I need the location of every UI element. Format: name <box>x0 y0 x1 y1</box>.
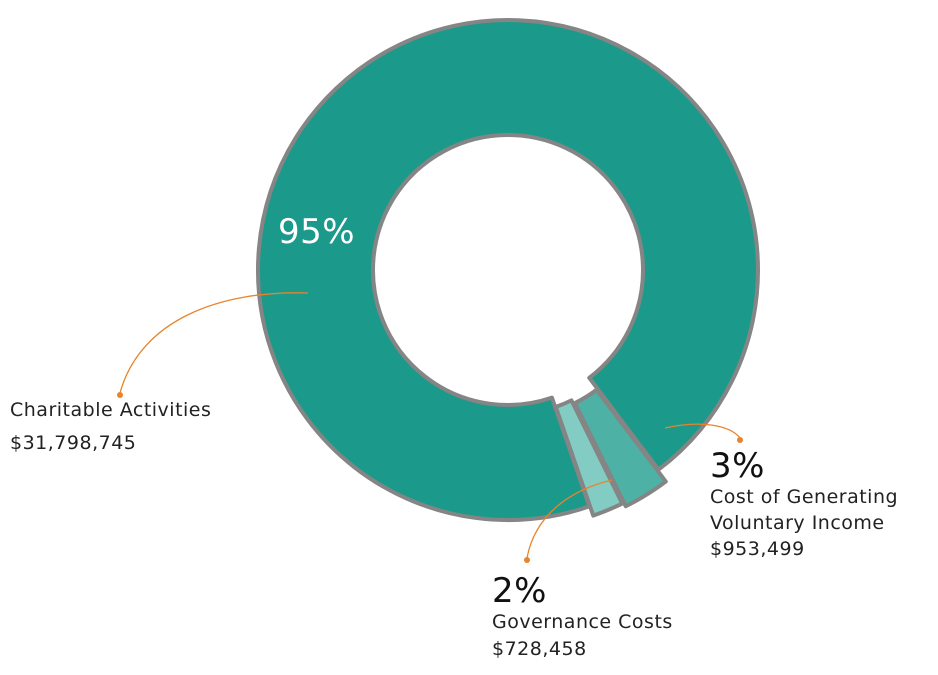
percent-label: 95% <box>278 212 356 252</box>
amount-label: $31,798,745 <box>10 432 137 454</box>
leader-dot <box>117 392 123 398</box>
amount-label: $953,499 <box>710 538 805 560</box>
category-label: Charitable Activities <box>10 399 212 421</box>
category-label: Governance Costs <box>492 611 673 633</box>
leader-line <box>664 423 741 439</box>
percent-label: 3% <box>710 446 765 486</box>
leader-dot <box>524 557 530 563</box>
leader-line <box>526 479 613 559</box>
percent-label: 2% <box>492 571 547 611</box>
slice <box>256 18 760 522</box>
leader-dot <box>737 437 743 443</box>
leader-line <box>119 292 309 394</box>
category-label: Cost of Generating Voluntary Income <box>710 486 899 534</box>
slice <box>553 398 625 518</box>
amount-label: $728,458 <box>492 638 587 660</box>
